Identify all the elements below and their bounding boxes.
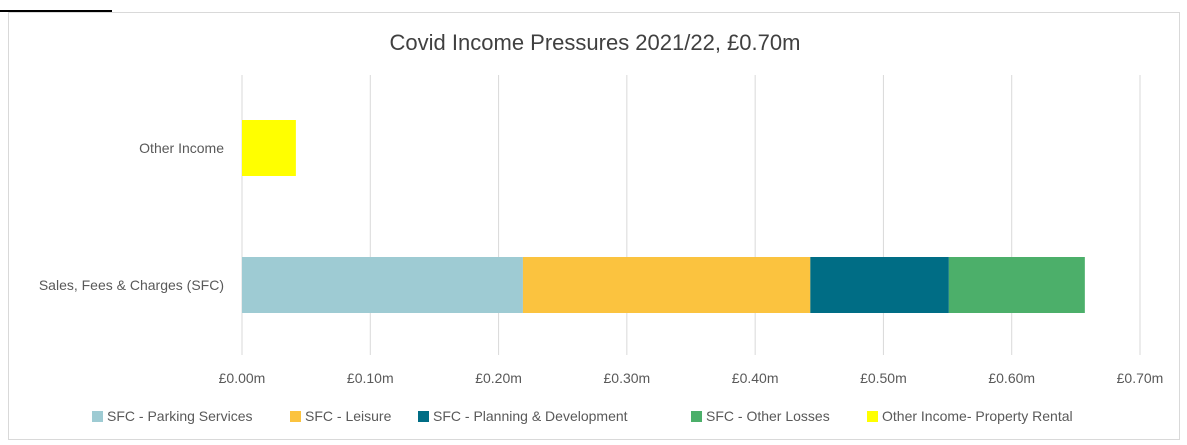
bar-segment	[810, 257, 949, 313]
x-tick-labels: £0.00m £0.10m £0.20m £0.30m £0.40m £0.50m £0.6…	[219, 370, 1164, 386]
x-tick-label: £0.40m	[732, 370, 779, 386]
bar-segment	[242, 257, 523, 313]
legend-swatch	[691, 411, 702, 422]
legend-label: SFC - Other Losses	[706, 408, 830, 424]
x-tick-label: £0.70m	[1117, 370, 1164, 386]
x-tick-label: £0.00m	[219, 370, 266, 386]
x-tick-label: £0.10m	[347, 370, 394, 386]
chart-frame	[8, 12, 1180, 440]
legend-swatch	[867, 411, 878, 422]
legend-label: SFC - Planning & Development	[433, 408, 628, 424]
legend-label: Other Income- Property Rental	[882, 408, 1073, 424]
x-tick-label: £0.60m	[988, 370, 1035, 386]
legend-swatch	[92, 411, 103, 422]
bar-segment	[242, 120, 296, 176]
legend-label: SFC - Leisure	[305, 408, 392, 424]
category-label: Sales, Fees & Charges (SFC)	[39, 277, 224, 293]
x-tick-label: £0.20m	[475, 370, 522, 386]
x-tick-label: £0.50m	[860, 370, 907, 386]
corner-mark	[0, 0, 112, 12]
bar-segment	[522, 257, 811, 313]
category-labels: Other Income Sales, Fees & Charges (SFC)	[39, 140, 224, 293]
category-label: Other Income	[139, 140, 224, 156]
bars	[242, 120, 1085, 313]
x-tick-label: £0.30m	[604, 370, 651, 386]
legend-swatch	[290, 411, 301, 422]
bar-segment	[948, 257, 1085, 313]
legend: SFC - Parking Services SFC - Leisure SFC -…	[92, 408, 1073, 424]
chart-title: Covid Income Pressures 2021/22, £0.70m	[390, 30, 801, 55]
legend-swatch	[418, 411, 429, 422]
legend-label: SFC - Parking Services	[107, 408, 252, 424]
